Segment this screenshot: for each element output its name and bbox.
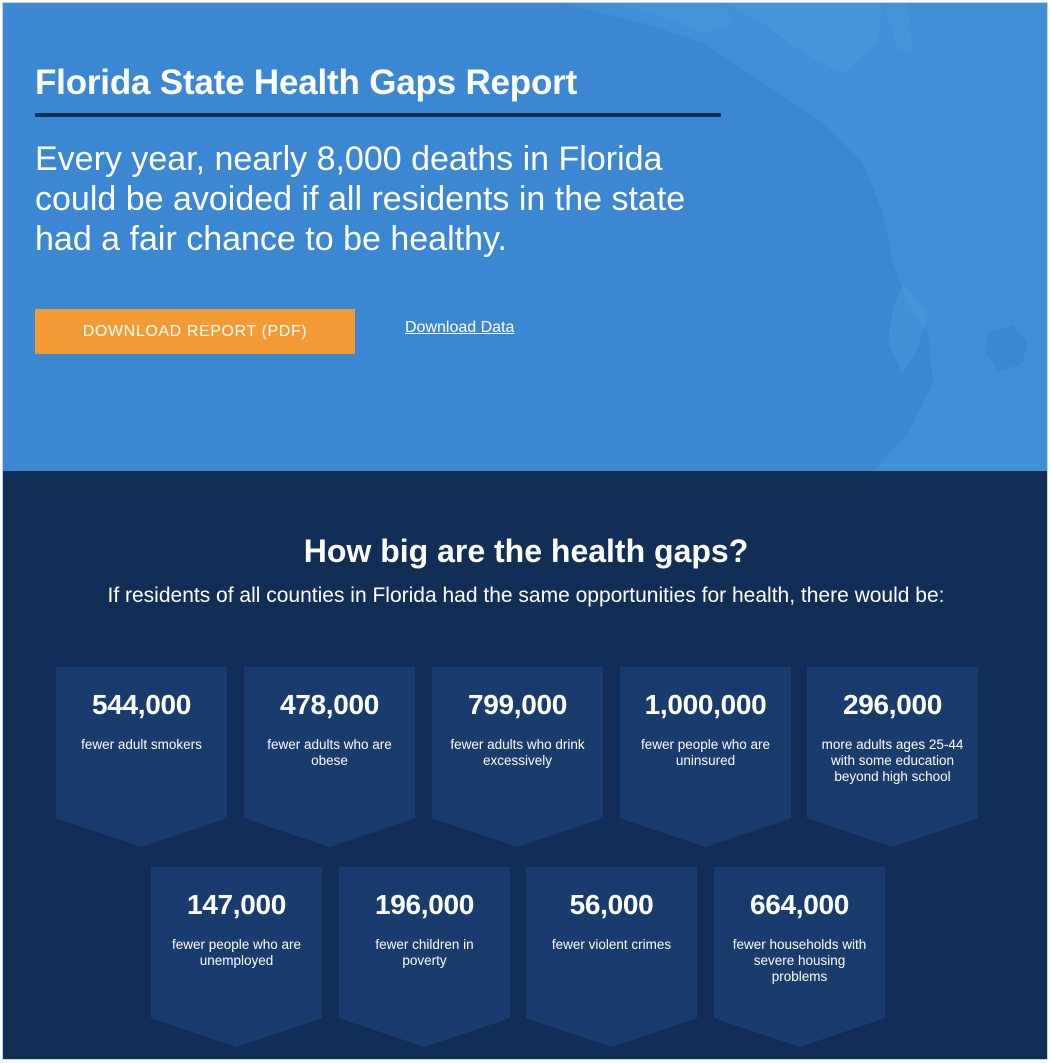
gap-card-violent-crimes: 56,000 fewer violent crimes (526, 867, 697, 1047)
gap-card-child-poverty: 196,000 fewer children in poverty (339, 867, 510, 1047)
gap-card-label: fewer adults who are obese (267, 737, 392, 768)
gap-card-value: 664,000 (749, 889, 850, 920)
gap-card-value: 147,000 (186, 889, 287, 920)
gap-card-label: fewer people who are uninsured (640, 737, 771, 768)
gap-card-value: 1,000,000 (644, 689, 767, 720)
health-gaps-section: How big are the health gaps? If resident… (3, 471, 1047, 1059)
gap-card-label: fewer adult smokers (81, 737, 202, 752)
gap-card-value: 478,000 (279, 689, 380, 720)
gap-card-label: fewer households with severe housing pro… (732, 937, 867, 984)
gap-card-value: 56,000 (569, 889, 654, 920)
gap-card-value: 196,000 (374, 889, 475, 920)
gap-card-label: fewer children in poverty (375, 937, 474, 968)
gap-card-education: 296,000 more adults ages 25-44 with some… (807, 667, 978, 847)
florida-map-background-icon (563, 3, 1047, 471)
gap-card-value: 799,000 (467, 689, 568, 720)
gap-card-housing-problems: 664,000 fewer households with severe hou… (714, 867, 885, 1047)
gap-card-label: fewer adults who drink excessively (450, 737, 585, 768)
gap-card-label: fewer violent crimes (551, 937, 672, 952)
gap-card-adult-smokers: 544,000 fewer adult smokers (56, 667, 227, 847)
gap-card-value: 544,000 (91, 689, 192, 720)
gap-card-obese-adults: 478,000 fewer adults who are obese (244, 667, 415, 847)
download-data-link[interactable]: Download Data (405, 319, 515, 336)
hero-section: Florida State Health Gaps Report Every y… (3, 3, 1047, 471)
gap-card-label: more adults ages 25-44 with some educati… (821, 737, 964, 784)
hero-lead-text: Every year, nearly 8,000 deaths in Flori… (35, 140, 686, 258)
gap-card-label: fewer people who are unemployed (171, 937, 302, 968)
page-title: Florida State Health Gaps Report (35, 63, 578, 102)
download-report-button[interactable]: DOWNLOAD REPORT (PDF) (35, 309, 355, 354)
gap-card-excessive-drinking: 799,000 fewer adults who drink excessive… (432, 667, 603, 847)
section-title: How big are the health gaps? (303, 533, 749, 569)
title-divider (35, 113, 721, 117)
gap-card-uninsured: 1,000,000 fewer people who are uninsured (620, 667, 791, 847)
gap-card-value: 296,000 (842, 689, 943, 720)
gap-card-unemployed: 147,000 fewer people who are unemployed (151, 867, 322, 1047)
section-subtitle: If residents of all counties in Florida … (107, 584, 945, 607)
